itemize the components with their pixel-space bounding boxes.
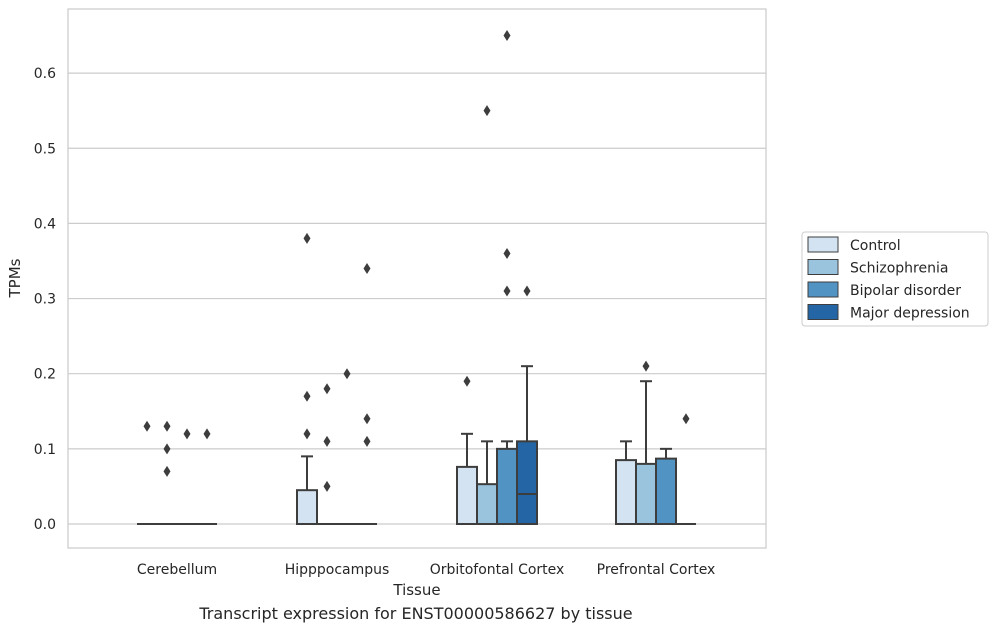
outlier-point	[323, 383, 331, 395]
legend-label: Schizophrenia	[850, 261, 948, 277]
box-1-3	[357, 262, 377, 525]
box-3-3	[676, 413, 696, 525]
outlier-point	[323, 435, 331, 447]
box-3-2	[655, 447, 677, 526]
y-tick-label: 0.6	[34, 66, 56, 82]
box-0-1	[157, 420, 177, 525]
y-tick-label: 0.5	[34, 141, 56, 157]
x-tick-label: Cerebellum	[137, 562, 217, 578]
box-0-3	[197, 428, 217, 525]
figure-caption: Transcript expression for ENST0000058662…	[199, 604, 633, 623]
box-0-0	[137, 420, 157, 525]
x-tick-label: Prefrontal Cortex	[597, 562, 716, 578]
box-body	[615, 459, 637, 525]
box-plot-chart: 0.0 0.1 0.2 0.3 0.4 0.5 0.6 Cerebellum Hipppoca…	[6, 8, 989, 599]
outlier-point	[642, 360, 650, 372]
box-groups	[137, 30, 696, 526]
box-0-2	[177, 428, 197, 525]
box-2-1	[476, 105, 498, 525]
box-body	[476, 483, 498, 525]
outlier-point	[463, 375, 471, 387]
legend-swatch	[807, 304, 839, 320]
box-2-2	[496, 30, 518, 526]
outlier-point	[503, 30, 511, 42]
outlier-point	[363, 413, 371, 425]
box-1-2	[337, 368, 357, 525]
x-tick-label: Orbitofontal Cortex	[430, 562, 565, 578]
box-body	[655, 457, 677, 526]
gridlines	[68, 72, 766, 525]
box-body	[296, 489, 318, 525]
outlier-point	[523, 285, 531, 297]
outlier-point	[682, 413, 690, 425]
outlier-point	[303, 390, 311, 402]
y-tick-label: 0.1	[34, 442, 56, 458]
box-2-3	[516, 285, 538, 525]
outlier-point	[163, 443, 171, 455]
y-axis-label: TPMs	[6, 258, 24, 298]
outlier-point	[303, 428, 311, 440]
x-tick-labels: Cerebellum Hipppocampus Orbitofontal Corte…	[137, 562, 715, 578]
legend-label: Major depression	[850, 306, 970, 322]
outlier-point	[163, 465, 171, 477]
y-tick-label: 0.4	[34, 216, 56, 232]
box-3-1	[635, 360, 657, 526]
box-2-0	[456, 375, 478, 525]
legend-swatch	[807, 259, 839, 275]
outlier-point	[343, 368, 351, 380]
y-tick-label: 0.2	[34, 367, 56, 383]
outlier-point	[303, 232, 311, 244]
box-1-1	[317, 383, 337, 525]
x-tick-label: Hipppocampus	[285, 562, 390, 578]
outlier-point	[483, 105, 491, 117]
outlier-point	[143, 420, 151, 432]
box-body	[516, 440, 538, 525]
outlier-point	[183, 428, 191, 440]
outlier-point	[503, 285, 511, 297]
plot-area-frame	[67, 8, 767, 549]
y-tick-labels: 0.0 0.1 0.2 0.3 0.4 0.5 0.6	[34, 66, 56, 533]
outlier-point	[203, 428, 211, 440]
outlier-point	[363, 435, 371, 447]
legend-swatch	[807, 281, 839, 298]
outlier-point	[503, 247, 511, 259]
outlier-point	[363, 262, 371, 274]
outlier-point	[163, 420, 171, 432]
legend: Control Schizophrenia Bipolar disorder Majo…	[801, 231, 989, 327]
box-1-0	[296, 232, 318, 525]
legend-label: Bipolar disorder	[850, 283, 961, 299]
y-tick-label: 0.3	[34, 292, 56, 308]
legend-label: Control	[850, 238, 901, 254]
box-3-0	[615, 440, 637, 525]
x-axis-label: Tissue	[392, 581, 440, 599]
outlier-point	[323, 480, 331, 492]
box-body	[635, 462, 657, 526]
legend-frame	[801, 231, 989, 327]
y-tick-label: 0.0	[34, 517, 56, 533]
box-body	[456, 465, 478, 525]
box-body	[496, 447, 518, 526]
legend-swatch	[807, 236, 839, 253]
